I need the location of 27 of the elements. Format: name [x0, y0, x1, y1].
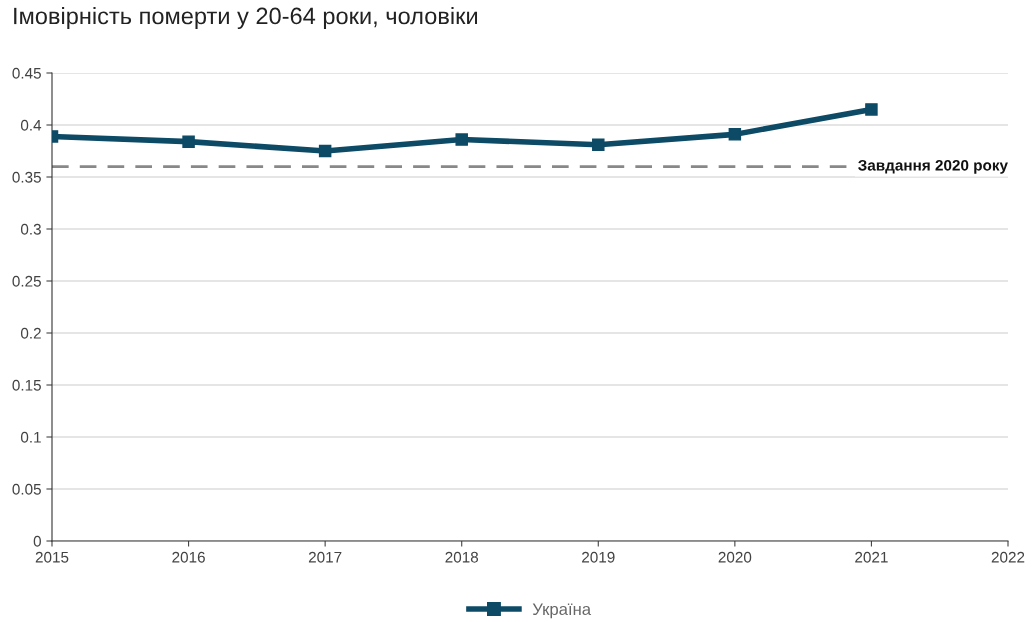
- y-tick-label: 0.15: [12, 379, 41, 391]
- point: [865, 103, 878, 116]
- y-tick-label: 0: [33, 535, 41, 547]
- x-tick-label: 2016: [172, 551, 205, 563]
- y-tick-label: 0.3: [20, 223, 41, 235]
- point: [592, 138, 605, 152]
- x-tick-label: 2022: [991, 551, 1025, 563]
- point: [182, 135, 195, 148]
- chart-title: Імовірність померти у 20-64 роки, чоловіки: [14, 7, 478, 29]
- point: [728, 128, 742, 141]
- y-tick-label: 0.05: [12, 483, 41, 495]
- y-tick-label: 0.35: [12, 171, 41, 183]
- y-tick-label: 0.2: [20, 327, 41, 339]
- y-tick-label: 0.45: [12, 67, 41, 79]
- ref-line-label: Завдання 2020 року: [858, 159, 1008, 174]
- point: [318, 144, 332, 158]
- x-tick-label: 2019: [582, 551, 615, 563]
- y-tick-label: 0.1: [20, 431, 41, 443]
- x-tick-label: 2017: [308, 551, 342, 563]
- x-tick-label: 2015: [35, 551, 69, 563]
- x-tick-label: 2021: [855, 551, 888, 563]
- y-tick-label: 0.25: [12, 275, 41, 287]
- x-tick-label: 2018: [445, 551, 479, 563]
- x-tick-label: 2020: [718, 551, 752, 563]
- point: [455, 133, 468, 146]
- legend-label: Україна: [532, 603, 592, 619]
- y-tick-label: 0.4: [20, 119, 42, 131]
